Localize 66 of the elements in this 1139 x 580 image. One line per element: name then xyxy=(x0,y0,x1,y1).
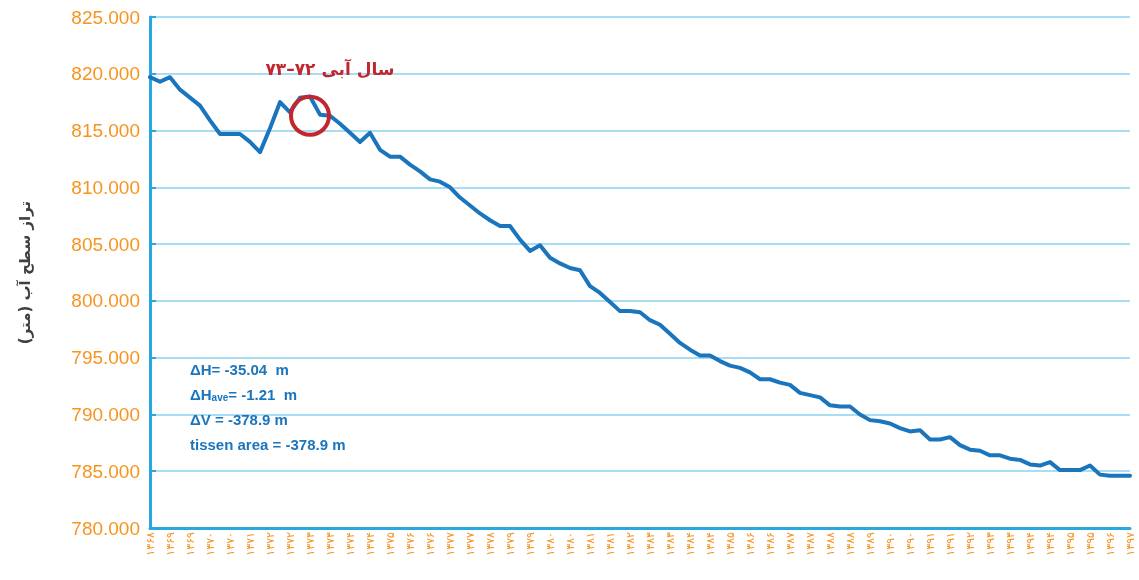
x-tick-label: ۱۳۷۲ xyxy=(283,531,297,556)
x-tick-label: ۱۳۷۸ xyxy=(483,531,497,556)
x-tick-label: ۱۳۷۱ xyxy=(243,532,257,556)
x-tick-label: ۱۳۹۵ xyxy=(1063,531,1077,556)
x-tick-label: ۱۳۸۱ xyxy=(603,532,617,556)
x-tick-label: ۱۳۷۴ xyxy=(363,531,377,556)
y-tick-label: 785.000 xyxy=(71,460,140,482)
x-tick-label: ۱۳۹۱ xyxy=(943,532,957,556)
annotation: ΔV = -378.9 m xyxy=(190,411,288,428)
y-tick-label: 820.000 xyxy=(71,63,140,85)
x-tick-label: ۱۳۸۱ xyxy=(583,532,597,556)
y-tick-label: 825.000 xyxy=(71,6,140,28)
y-tick-label: 815.000 xyxy=(71,120,140,142)
x-tick-label: ۱۳۷۲ xyxy=(263,531,277,556)
x-tick-label: ۱۳۹۵ xyxy=(1083,531,1097,556)
x-tick-label: ۱۳۷۶ xyxy=(423,532,437,556)
x-tick-label: ۱۳۸۳ xyxy=(663,531,677,556)
x-tick-label: ۱۳۷۹ xyxy=(523,531,537,556)
x-tick-label: ۱۳۷۹ xyxy=(503,531,517,556)
x-tick-label: ۱۳۹۳ xyxy=(983,531,997,556)
y-tick-label: 795.000 xyxy=(71,347,140,369)
x-tick-label: ۱۳۸۷ xyxy=(783,531,797,556)
x-tick-label: ۱۳۹۷ xyxy=(1123,531,1137,556)
x-tick-label: ۱۳۷۷ xyxy=(463,531,477,556)
x-tick-label: ۱۳۹۶ xyxy=(1103,532,1117,556)
x-tick-label: ۱۳۸۶ xyxy=(743,532,757,556)
x-tick-label: ۱۳۹۴ xyxy=(1023,531,1037,556)
x-tick-label: ۱۳۷۳ xyxy=(323,531,337,556)
x-tick-label: ۱۳۸۸ xyxy=(823,531,837,556)
y-tick-label: 790.000 xyxy=(71,403,140,425)
y-tick-label: 805.000 xyxy=(71,233,140,255)
x-tick-label: ۱۳۹۲ xyxy=(963,531,977,556)
x-tick-label: ۱۳۶۸ xyxy=(143,531,157,556)
x-tick-label: ۱۳۷۰ xyxy=(223,532,237,556)
x-tick-label: ۱۳۸۳ xyxy=(643,531,657,556)
x-tick-label: ۱۳۸۶ xyxy=(763,532,777,556)
y-tick-label: 810.000 xyxy=(71,176,140,198)
y-axis-title: تراز سطح آب (متر) xyxy=(15,200,34,345)
x-tick-label: ۱۳۷۴ xyxy=(343,531,357,556)
x-tick-label: ۱۳۷۰ xyxy=(203,532,217,556)
x-tick-label: ۱۳۹۳ xyxy=(1003,531,1017,556)
x-tick-label: ۱۳۸۲ xyxy=(623,531,637,556)
x-tick-label: ۱۳۹۴ xyxy=(1043,531,1057,556)
x-tick-label: ۱۳۶۹ xyxy=(183,531,197,556)
annotation: tissen area = -378.9 m xyxy=(190,436,346,453)
x-tick-label: ۱۳۸۴ xyxy=(703,531,717,556)
x-tick-label: ۱۳۹۰ xyxy=(883,532,897,556)
x-tick-label: ۱۳۷۳ xyxy=(303,531,317,556)
x-tick-label: ۱۳۸۴ xyxy=(683,531,697,556)
x-tick-label: ۱۳۸۵ xyxy=(723,531,737,556)
x-tick-label: ۱۳۹۱ xyxy=(923,532,937,556)
x-tick-label: ۱۳۷۵ xyxy=(383,531,397,556)
x-tick-label: ۱۳۸۸ xyxy=(843,531,857,556)
x-tick-label: ۱۳۶۹ xyxy=(163,531,177,556)
x-tick-label: ۱۳۸۰ xyxy=(563,532,577,556)
x-tick-label: ۱۳۸۰ xyxy=(543,532,557,556)
annotation: ΔHave= -1.21 m xyxy=(190,386,298,403)
annotation: سال آبی ۷۲–۷۳ xyxy=(265,57,395,79)
x-tick-label: ۱۳۸۹ xyxy=(863,531,877,556)
annotation: ΔH= -35.04 m xyxy=(190,361,289,378)
y-tick-label: 780.000 xyxy=(71,517,140,539)
x-tick-label: ۱۳۷۶ xyxy=(403,532,417,556)
x-tick-label: ۱۳۹۰ xyxy=(903,532,917,556)
y-tick-label: 800.000 xyxy=(71,290,140,312)
x-tick-label: ۱۳۷۷ xyxy=(443,531,457,556)
x-tick-label: ۱۳۸۷ xyxy=(803,531,817,556)
